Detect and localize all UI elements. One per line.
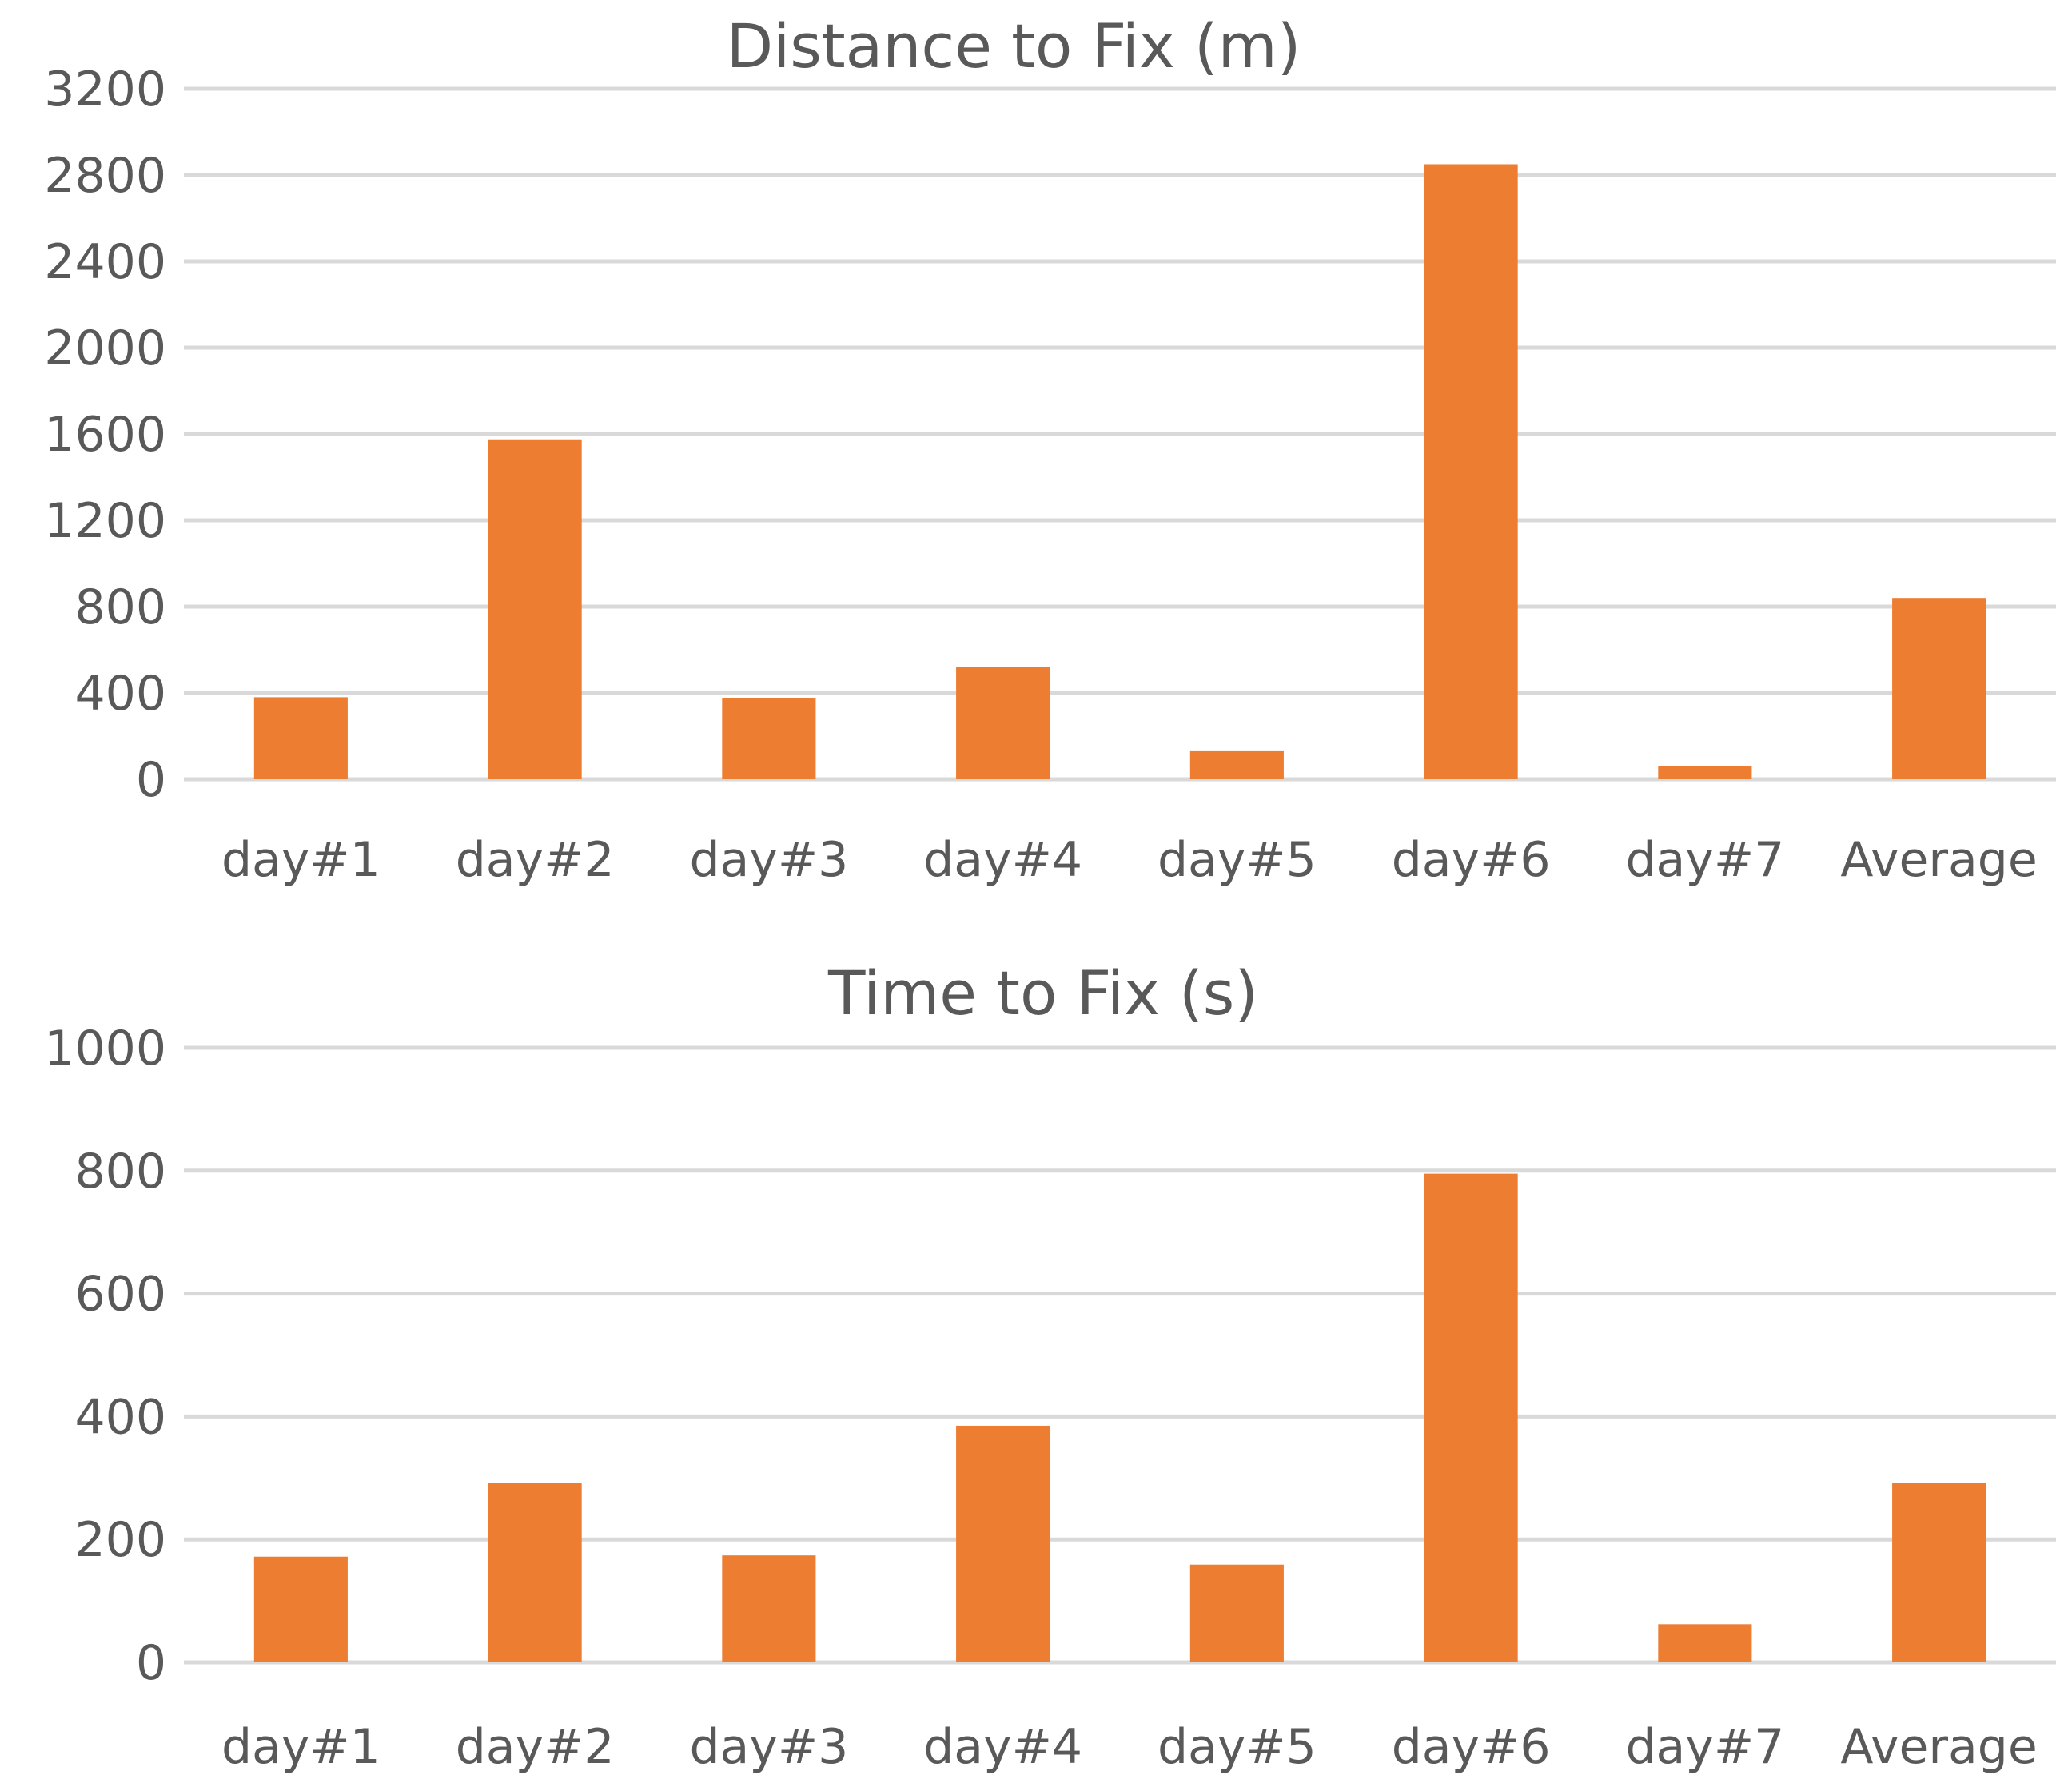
- bar-day2: [488, 1483, 582, 1662]
- y-tick-label: 2400: [44, 234, 166, 290]
- x-tick-label: day#5: [1158, 1719, 1317, 1775]
- bar-day7: [1658, 766, 1752, 779]
- chart-title: Distance to Fix (m): [727, 10, 1301, 82]
- y-tick-label: 0: [136, 752, 166, 808]
- x-tick-label: day#3: [689, 832, 848, 888]
- x-tick-label: day#7: [1625, 1719, 1784, 1775]
- bar-day3: [722, 698, 816, 779]
- bar-day7: [1658, 1624, 1752, 1662]
- bar-Average: [1892, 1483, 1986, 1662]
- bar-Average: [1892, 598, 1986, 779]
- bar-day6: [1424, 164, 1518, 779]
- gridlines: [184, 1045, 2056, 1665]
- x-tick-label: day#2: [456, 832, 615, 888]
- y-tick-label: 1600: [44, 407, 166, 463]
- x-tick-label: day#5: [1158, 832, 1317, 888]
- x-tick-label: day#3: [689, 1719, 848, 1775]
- bar-day3: [722, 1555, 816, 1662]
- chart-title: Time to Fix (s): [827, 957, 1258, 1029]
- x-tick-label: day#4: [923, 1719, 1082, 1775]
- y-tick-label: 2800: [44, 148, 166, 204]
- bar-day4: [956, 1425, 1050, 1662]
- x-tick-label: day#7: [1625, 832, 1784, 888]
- y-tick-label: 800: [74, 1144, 166, 1200]
- x-tick-label: day#2: [456, 1719, 615, 1775]
- x-tick-label: day#1: [221, 1719, 381, 1775]
- bar-day1: [253, 1556, 348, 1662]
- y-tick-label: 3200: [44, 62, 166, 117]
- distance-to-fix-chart: Distance to Fix (m) 0 400 800 1200 1600 2000 2…: [44, 10, 2056, 888]
- y-tick-label: 2000: [44, 320, 166, 376]
- x-tick-label: day#1: [221, 832, 381, 888]
- y-tick-label: 1000: [44, 1021, 166, 1077]
- x-tick-labels: day#1 day#2 day#3 day#4 day#5 day#6 day#7 Avera…: [221, 832, 2038, 888]
- bar-day5: [1189, 750, 1284, 779]
- y-tick-label: 800: [74, 579, 166, 635]
- x-tick-label: day#6: [1392, 832, 1551, 888]
- y-tick-label: 1200: [44, 493, 166, 549]
- x-tick-labels: day#1 day#2 day#3 day#4 day#5 day#6 day#7 Avera…: [221, 1719, 2038, 1775]
- bar-day2: [488, 439, 582, 779]
- bar-day6: [1424, 1173, 1518, 1662]
- y-tick-labels: 0 200 400 600 800 1000: [44, 1021, 166, 1691]
- x-tick-label: Average: [1840, 1719, 2037, 1775]
- bar-day4: [956, 667, 1050, 779]
- bars: [253, 164, 1986, 779]
- gridlines: [184, 86, 2056, 782]
- bars: [253, 1173, 1986, 1662]
- y-tick-label: 0: [136, 1635, 166, 1691]
- x-tick-label: day#4: [923, 832, 1082, 888]
- y-tick-label: 600: [74, 1267, 166, 1323]
- x-tick-label: day#6: [1392, 1719, 1551, 1775]
- y-tick-label: 200: [74, 1512, 166, 1568]
- y-tick-labels: 0 400 800 1200 1600 2000 2400 2800 3200: [44, 62, 166, 808]
- y-tick-label: 400: [74, 666, 166, 722]
- y-tick-label: 400: [74, 1389, 166, 1445]
- x-tick-label: Average: [1840, 832, 2037, 888]
- bar-day5: [1189, 1564, 1284, 1662]
- bar-day1: [253, 697, 348, 779]
